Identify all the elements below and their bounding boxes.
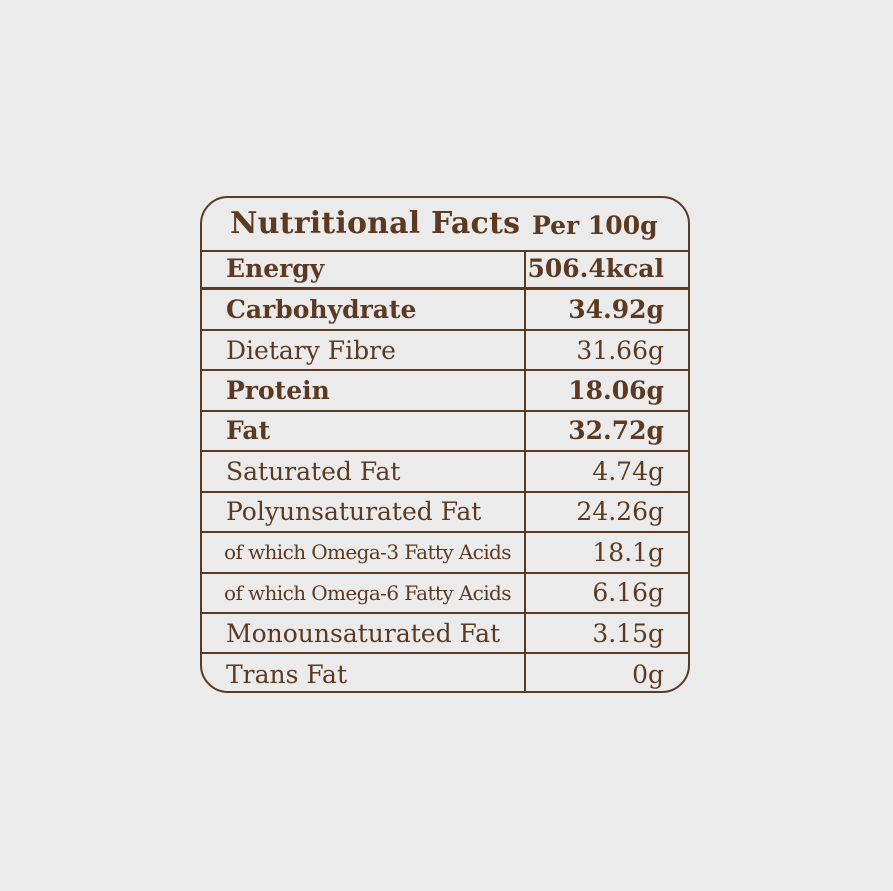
table-row-protein: Protein 18.06g <box>202 371 688 412</box>
nutrient-name: Protein <box>226 376 330 406</box>
table-row-fat: Fat 32.72g <box>202 412 688 453</box>
nutrition-facts-panel: Nutritional Facts Per 100g Energy 506.4k… <box>200 196 690 693</box>
nutrient-value: 24.26g <box>576 497 664 527</box>
table-row-trans-fat: Trans Fat 0g <box>202 654 688 691</box>
nutrient-name: Trans Fat <box>226 660 348 690</box>
nutrient-value: 18.06g <box>568 376 664 406</box>
serving-basis: Per 100g <box>532 211 658 240</box>
nutrient-value: 18.1g <box>592 537 664 567</box>
table-row-energy: Energy 506.4kcal <box>202 250 688 291</box>
nutrition-title: Nutritional Facts <box>230 206 521 241</box>
table-row-monounsaturated-fat: Monounsaturated Fat 3.15g <box>202 614 688 655</box>
nutrient-name: Energy <box>226 254 325 284</box>
nutrient-name: Saturated Fat <box>226 456 401 486</box>
table-row-omega-3: of which Omega-3 Fatty Acids 18.1g <box>202 533 688 574</box>
nutrient-name: Fat <box>226 416 271 446</box>
nutrient-value: 6.16g <box>592 578 664 608</box>
nutrient-name: of which Omega-3 Fatty Acids <box>224 540 511 565</box>
table-row-dietary-fibre: Dietary Fibre 31.66g <box>202 331 688 372</box>
nutrient-value: 31.66g <box>576 335 664 365</box>
nutrient-name: Dietary Fibre <box>226 335 396 365</box>
nutrition-table: Energy 506.4kcal Carbohydrate 34.92g Die… <box>202 250 688 691</box>
nutrient-value: 3.15g <box>592 618 664 648</box>
nutrient-value: 506.4kcal <box>527 254 664 284</box>
nutrient-name: Polyunsaturated Fat <box>226 497 482 527</box>
nutrient-value: 4.74g <box>592 456 664 486</box>
table-row-saturated-fat: Saturated Fat 4.74g <box>202 452 688 493</box>
nutrient-name: Monounsaturated Fat <box>226 618 501 648</box>
nutrient-value: 34.92g <box>568 295 664 325</box>
table-row-omega-6: of which Omega-6 Fatty Acids 6.16g <box>202 574 688 614</box>
column-divider <box>524 250 526 691</box>
nutrition-header: Nutritional Facts Per 100g <box>202 198 688 252</box>
table-row-carbohydrate: Carbohydrate 34.92g <box>202 290 688 331</box>
nutrient-name: of which Omega-6 Fatty Acids <box>224 580 511 605</box>
nutrient-value: 32.72g <box>568 416 664 446</box>
table-row-polyunsaturated-fat: Polyunsaturated Fat 24.26g <box>202 493 688 534</box>
nutrient-value: 0g <box>632 660 664 690</box>
nutrient-name: Carbohydrate <box>226 295 417 325</box>
